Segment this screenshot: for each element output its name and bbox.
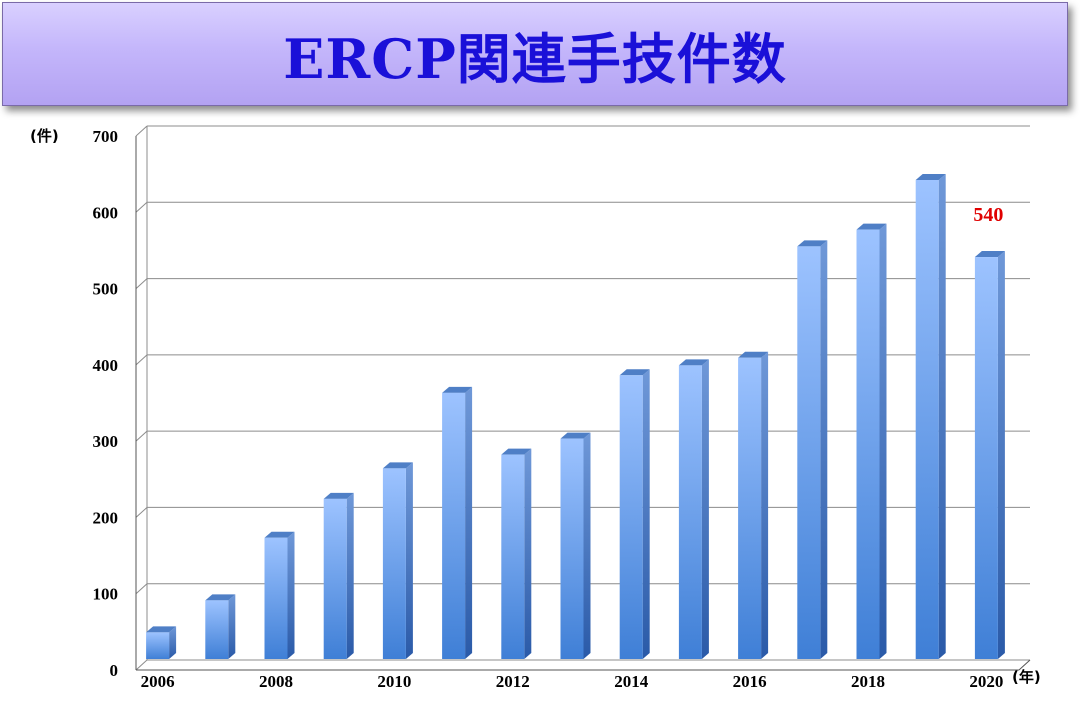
y-tick-label: 400 <box>93 356 119 375</box>
x-tick-label: 2014 <box>614 672 649 691</box>
x-tick-label: 2012 <box>496 672 530 691</box>
y-tick-label: 200 <box>93 508 119 527</box>
bar-top <box>974 251 1005 258</box>
gridline-depth <box>135 354 148 366</box>
bar-top <box>619 369 650 376</box>
bar-side <box>761 351 769 659</box>
bar-front <box>560 438 584 659</box>
bar-front <box>264 537 288 659</box>
bar-top <box>442 386 473 393</box>
bar <box>619 369 650 659</box>
bar-side <box>524 448 532 659</box>
bar-front <box>442 392 466 659</box>
gridline-depth <box>135 583 148 595</box>
bar-top <box>264 531 295 538</box>
x-tick-label: 2006 <box>141 672 175 691</box>
bar <box>974 251 1005 660</box>
bar <box>382 462 413 659</box>
axis-layer: 0 100 200 300 400 500 600 700 2006 2008 2010 2012 20… <box>93 126 1031 691</box>
bar <box>856 223 887 659</box>
bar <box>915 174 946 659</box>
bar-side <box>701 359 709 659</box>
bar-front <box>501 454 525 659</box>
y-tick-label: 300 <box>93 432 119 451</box>
bar-top <box>560 432 591 439</box>
bar-front <box>678 365 702 659</box>
y-tick-label: 500 <box>93 280 119 299</box>
floor-edge <box>1018 659 1031 671</box>
page-title: ERCP関連手技件数 <box>283 26 787 91</box>
x-unit-label: (年) <box>1012 668 1041 686</box>
y-tick-label: 700 <box>93 127 119 146</box>
bar-front <box>146 632 170 659</box>
bar-top <box>738 351 769 358</box>
bar-front <box>974 257 998 659</box>
bar-front <box>323 498 347 659</box>
bar-top <box>146 626 177 633</box>
x-tick-label: 2018 <box>851 672 885 691</box>
bar-side <box>642 369 650 659</box>
bar-front <box>856 229 880 659</box>
bar-front <box>619 375 643 659</box>
bar-top <box>678 359 709 366</box>
bar-side <box>405 462 413 659</box>
x-tick-label: 2008 <box>259 672 293 691</box>
bar-top <box>382 462 413 469</box>
y-tick-label: 600 <box>93 203 119 222</box>
bar-front <box>738 357 762 659</box>
bar-front <box>382 468 406 659</box>
bar-side <box>228 594 236 659</box>
bar <box>323 492 354 659</box>
bar-top <box>205 594 236 601</box>
gridline-depth <box>135 659 148 671</box>
bar <box>264 531 295 659</box>
gridline-depth <box>135 125 148 137</box>
bar-side <box>346 492 354 659</box>
bar-side <box>997 251 1005 660</box>
bar-side <box>287 531 295 659</box>
bar <box>146 626 177 659</box>
bar-front <box>205 600 229 659</box>
x-tick-label: 2016 <box>733 672 767 691</box>
bar-top <box>915 174 946 181</box>
gridline-depth <box>135 430 148 442</box>
bar <box>442 386 473 659</box>
labels-layer: 540 <box>973 204 1003 226</box>
bar <box>560 432 591 659</box>
gridline-depth <box>135 507 148 518</box>
bar <box>205 594 236 659</box>
bar-top <box>856 223 887 230</box>
bar-front <box>797 246 821 659</box>
x-tick-label: 2010 <box>377 672 411 691</box>
bar-side <box>465 386 473 659</box>
bar-top <box>501 448 532 455</box>
bar-side <box>938 174 946 659</box>
bar <box>501 448 532 659</box>
title-banner: ERCP関連手技件数 <box>2 2 1068 106</box>
bar-front <box>915 180 939 659</box>
data-label: 540 <box>973 204 1003 226</box>
gridline-depth <box>135 201 148 213</box>
y-unit-label: (件) <box>30 127 59 145</box>
bar-side <box>169 626 177 659</box>
bar-top <box>323 492 354 499</box>
x-tick-label: 2020 <box>969 672 1003 691</box>
bar-side <box>879 223 887 659</box>
bar-side <box>583 432 591 659</box>
gridline-depth <box>135 278 148 289</box>
bar <box>678 359 709 659</box>
bar <box>738 351 769 659</box>
y-tick-label: 100 <box>93 585 119 604</box>
bar-side <box>820 240 828 659</box>
bar-top <box>797 240 828 247</box>
bar <box>797 240 828 659</box>
bars-layer <box>146 174 1005 660</box>
y-tick-label: 0 <box>110 661 119 680</box>
